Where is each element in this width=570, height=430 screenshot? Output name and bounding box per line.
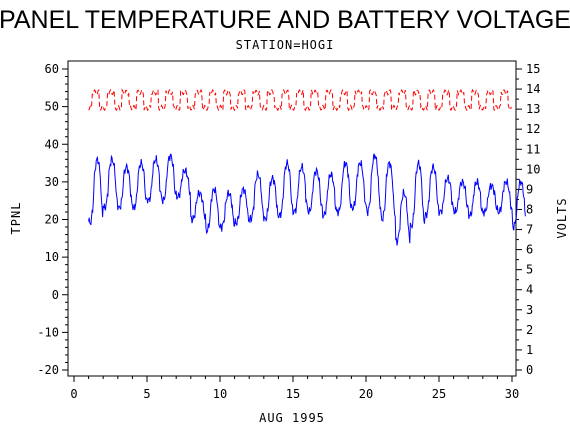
- x-ticks: 0 5 10 15 20 25 30: [70, 376, 519, 401]
- x-tick-label: 5: [143, 387, 150, 401]
- y-right-tick-label: 10: [526, 162, 540, 176]
- y-left-tick-label: 0: [52, 288, 59, 302]
- chart-subtitle: STATION=HOGI: [236, 38, 335, 52]
- y-right-tick-label: 3: [526, 303, 533, 317]
- y-left-tick-label: -10: [37, 325, 59, 339]
- voltage-series-line: [88, 88, 512, 113]
- y-right-tick-label: 13: [526, 102, 540, 116]
- y-left-axis-label: TPNL: [9, 202, 23, 235]
- y-right-tick-label: 4: [526, 283, 533, 297]
- y-right-tick-label: 15: [526, 62, 540, 76]
- y-right-tick-label: 6: [526, 243, 533, 257]
- y-right-tick-label: 14: [526, 82, 540, 96]
- y-left-tick-label: 50: [45, 100, 59, 114]
- y-right-tick-label: 12: [526, 122, 540, 136]
- x-axis-label: AUG 1995: [259, 411, 325, 425]
- y-right-tick-label: 1: [526, 343, 533, 357]
- y-left-tick-label: 40: [45, 137, 59, 151]
- x-tick-label: 15: [286, 387, 300, 401]
- y-right-tick-label: 9: [526, 182, 533, 196]
- y-right-tick-label: 0: [526, 363, 533, 377]
- y-left-tick-label: 60: [45, 62, 59, 76]
- y-left-tick-label: 20: [45, 213, 59, 227]
- y-right-tick-label: 8: [526, 202, 533, 216]
- series-layer: [88, 88, 526, 246]
- y-left-tick-label: -20: [37, 363, 59, 377]
- y-left-tick-label: 30: [45, 175, 59, 189]
- y-right-tick-label: 7: [526, 223, 533, 237]
- x-tick-label: 0: [70, 387, 77, 401]
- temperature-series-line: [88, 153, 526, 246]
- y-right-tick-label: 2: [526, 323, 533, 337]
- y-right-tick-label: 5: [526, 263, 533, 277]
- y-right-tick-label: 11: [526, 142, 540, 156]
- chart-title: PANEL TEMPERATURE AND BATTERY VOLTAGE: [0, 6, 570, 34]
- x-tick-label: 25: [432, 387, 446, 401]
- x-tick-label: 10: [213, 387, 227, 401]
- x-tick-label: 20: [359, 387, 373, 401]
- y-left-tick-label: 10: [45, 250, 59, 264]
- y-right-axis-label: VOLTS: [555, 197, 569, 238]
- y-left-ticks: -20 -10 0 10 20 30 40 50 60: [37, 62, 68, 377]
- x-tick-label: 30: [505, 387, 519, 401]
